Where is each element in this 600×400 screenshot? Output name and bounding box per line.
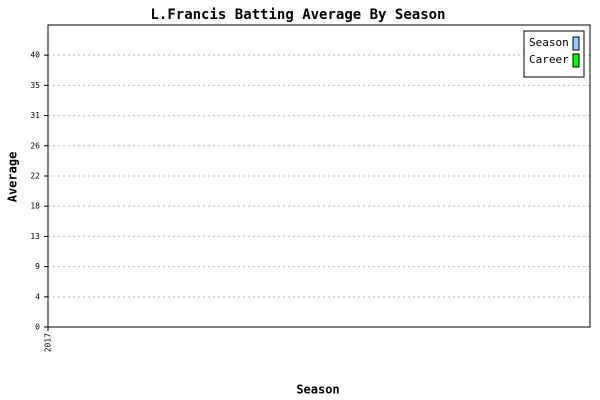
y-tick-label: 35 — [30, 81, 40, 90]
y-tick-label: 31 — [30, 111, 40, 120]
y-axis-label: Average — [6, 152, 20, 203]
y-tick-label: 9 — [35, 262, 40, 271]
x-tick-label: 2017 — [44, 333, 53, 352]
y-tick-label: 0 — [35, 323, 40, 332]
y-tick-label: 40 — [30, 51, 40, 60]
legend-label: Season — [529, 36, 569, 49]
y-tick-label: 4 — [35, 292, 40, 301]
y-tick-label: 13 — [30, 232, 40, 241]
x-axis-label: Season — [296, 383, 339, 397]
y-tick-label: 18 — [30, 202, 40, 211]
legend-swatch — [572, 36, 580, 51]
chart-title: L.Francis Batting Average By Season — [150, 7, 445, 23]
y-tick-label: 26 — [30, 141, 40, 150]
legend-swatch — [572, 53, 580, 68]
plot-frame — [47, 24, 591, 328]
legend-label: Career — [529, 53, 569, 66]
y-tick-label: 22 — [30, 172, 40, 181]
